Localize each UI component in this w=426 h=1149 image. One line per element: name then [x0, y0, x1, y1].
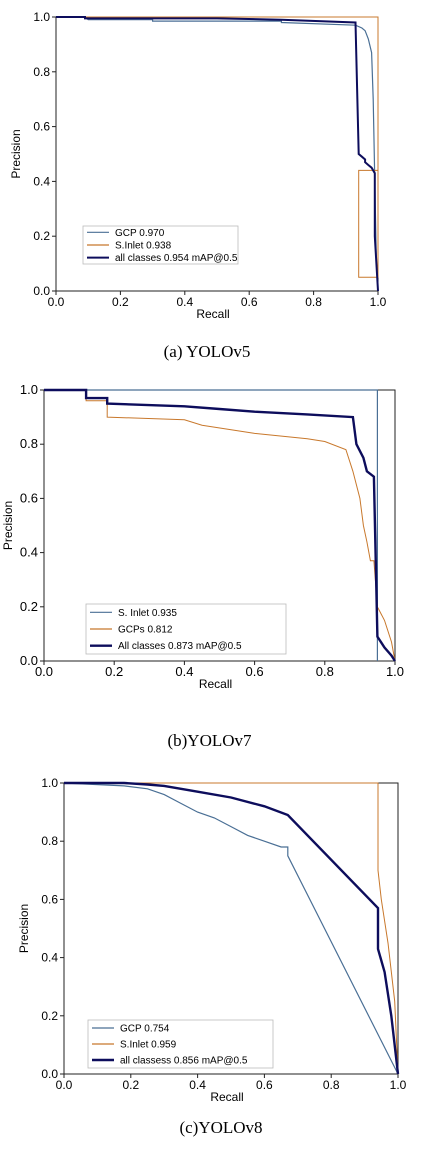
series-line-3 [44, 388, 397, 662]
chart-2: 0.0 0.2 0.4 0.6 0.8 1.0 0.0 0.2 0.4 0.6 0.8 1.0 Reca… [1, 382, 404, 750]
legend-entry: GCP 0.754 [120, 1024, 170, 1035]
x-tick-label: 0.8 [316, 664, 334, 679]
legend-entry: S. Inlet 0.935 [118, 608, 177, 619]
x-tick-label: 0.2 [112, 295, 129, 309]
chart-1: 0.0 0.2 0.4 0.6 0.8 1.0 0.0 0.2 0.4 0.6 0.8 1.0 Reca… [9, 10, 387, 361]
x-axis-label: Recall [196, 307, 229, 321]
x-tick-label: 1.0 [390, 1078, 407, 1092]
chart-caption: (c)YOLOv8 [179, 1118, 262, 1137]
y-axis-label: Precision [17, 904, 31, 953]
legend-box [87, 1019, 274, 1069]
x-tick-label: 0.2 [122, 1078, 139, 1092]
legend-entry: S.Inlet 0.938 [115, 241, 172, 252]
x-tick-label: 0.8 [305, 295, 322, 309]
y-tick-label: 1.0 [33, 10, 50, 24]
x-tick-label: 1.0 [386, 664, 404, 679]
legend-entry: all classes 0.954 mAP@0.5 [115, 253, 238, 264]
chart-3: 0.0 0.2 0.4 0.6 0.8 1.0 0.0 0.2 0.4 0.6 0.8 1.0 Reca… [17, 776, 407, 1137]
legend-entry: All classes 0.873 mAP@0.5 [118, 641, 242, 652]
series-line-1 [56, 16, 379, 292]
x-tick-label: 0.4 [175, 664, 193, 679]
y-tick-label: 0.6 [20, 490, 38, 505]
x-tick-label: 0.6 [256, 1078, 273, 1092]
x-tick-label: 0.0 [48, 295, 65, 309]
x-tick-label: 0.4 [176, 295, 193, 309]
y-tick-label: 0.2 [41, 1009, 58, 1023]
x-tick-label: 0.0 [56, 1078, 73, 1092]
x-axis-label: Recall [199, 677, 232, 691]
y-tick-label: 0.2 [20, 599, 38, 614]
y-tick-label: 0.6 [33, 120, 50, 134]
y-tick-label: 1.0 [20, 382, 38, 397]
y-tick-label: 0.8 [41, 834, 58, 848]
x-axis-label: Recall [210, 1090, 243, 1104]
legend-entry: GCP 0.970 [115, 228, 165, 239]
legend-entry: S.Inlet 0.959 [120, 1040, 177, 1051]
legend-box [85, 603, 287, 655]
y-tick-label: 0.0 [33, 284, 50, 298]
y-axis-label: Precision [9, 129, 23, 178]
chart-caption: (a) YOLOv5 [164, 342, 251, 361]
x-tick-label: 0.4 [189, 1078, 206, 1092]
y-tick-label: 0.4 [33, 174, 50, 188]
chart-caption: (b)YOLOv7 [167, 731, 252, 750]
y-tick-label: 0.2 [33, 229, 50, 243]
legend-entry: all classess 0.856 mAP@0.5 [120, 1056, 248, 1067]
series-line-1 [63, 782, 399, 1075]
y-tick-label: 0.8 [33, 65, 50, 79]
y-tick-label: 0.0 [20, 653, 38, 668]
y-tick-label: 0.0 [41, 1067, 58, 1081]
x-tick-label: 0.8 [323, 1078, 340, 1092]
x-tick-label: 1.0 [370, 295, 387, 309]
y-axis-label: Precision [1, 501, 15, 550]
x-tick-label: 0.0 [35, 664, 53, 679]
y-tick-label: 0.8 [20, 436, 38, 451]
y-tick-label: 0.4 [41, 951, 58, 965]
x-tick-label: 0.6 [241, 295, 258, 309]
series-line-3 [64, 781, 400, 1075]
series-line-1 [44, 389, 378, 661]
y-tick-label: 0.6 [41, 892, 58, 906]
y-tick-label: 1.0 [41, 776, 58, 790]
y-tick-label: 0.4 [20, 545, 38, 560]
legend-entry: GCPs 0.812 [118, 625, 173, 636]
x-tick-label: 0.2 [105, 664, 123, 679]
x-tick-label: 0.6 [246, 664, 264, 679]
series-line-3 [56, 16, 379, 292]
series-line-2 [64, 782, 399, 1075]
